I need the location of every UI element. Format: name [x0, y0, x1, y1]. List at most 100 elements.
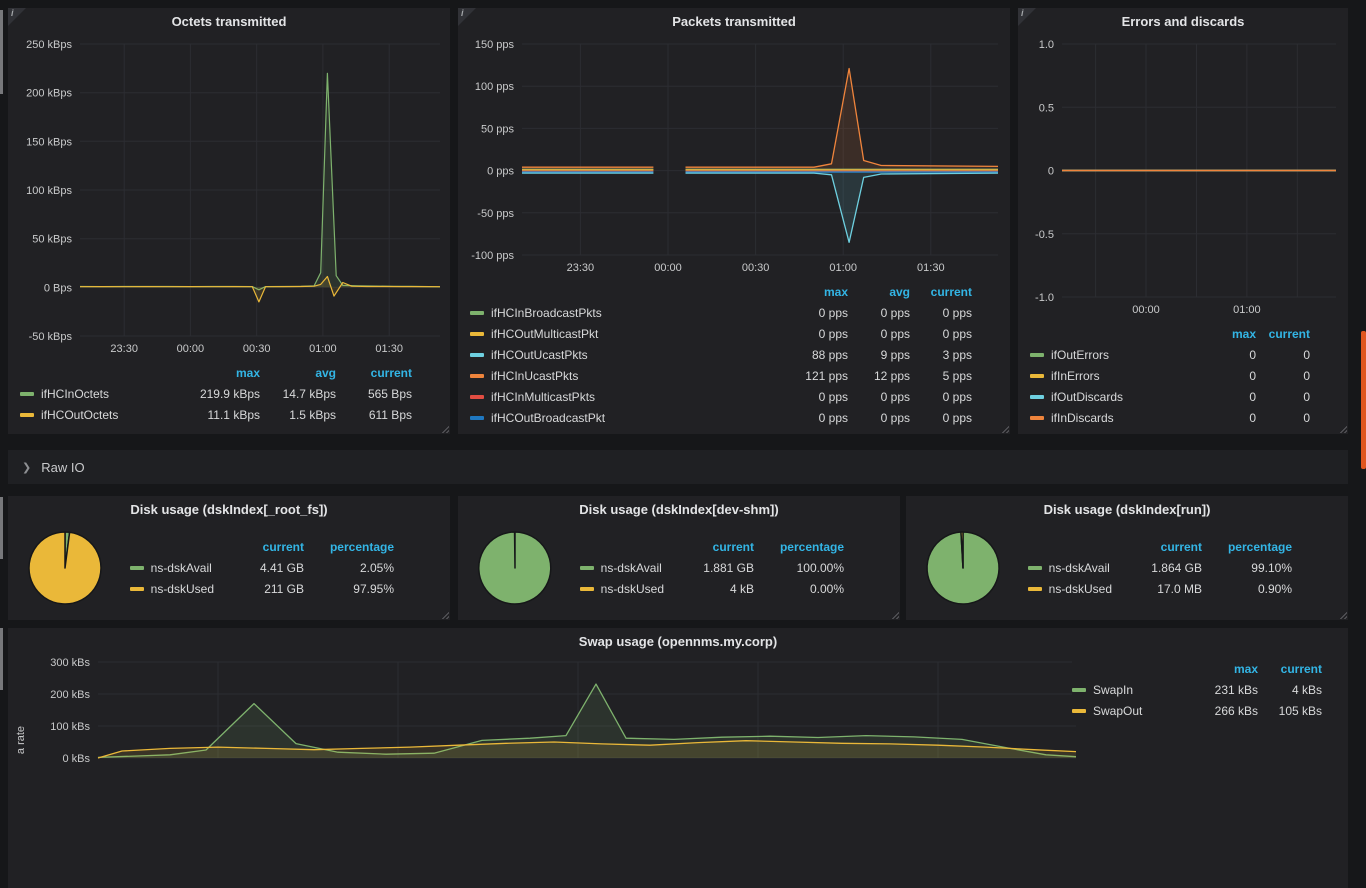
series-swatch[interactable] [1030, 352, 1044, 357]
legend-column-header[interactable]: percentage [329, 540, 394, 554]
series-label[interactable]: ns-dskUsed [579, 582, 664, 596]
legend-column-header[interactable]: current [370, 365, 412, 380]
series-label[interactable]: ifOutDiscards [1030, 390, 1202, 404]
legend-row[interactable]: ifHCInOctets 219.9 kBps 14.7 kBps 565 Bps [20, 383, 412, 404]
resize-handle[interactable] [1337, 423, 1347, 433]
legend-column-header[interactable]: current [262, 540, 304, 554]
series-swatch[interactable] [129, 587, 144, 591]
series-label[interactable]: ifHCInOctets [20, 387, 184, 401]
series-label[interactable]: ifHCInUcastPkts [470, 369, 786, 383]
series-name[interactable]: ifHCOutUcastPkts [491, 347, 588, 362]
legend-row[interactable]: ifInDiscards 0 0 [1030, 407, 1310, 428]
series-swatch[interactable] [470, 373, 484, 378]
series-name[interactable]: ns-dskAvail [150, 561, 212, 575]
series-swatch[interactable] [470, 415, 484, 420]
series-name[interactable]: ifHCOutMulticastPkt [491, 326, 599, 341]
series-name[interactable]: ifHCInBroadcastPkts [491, 305, 602, 320]
legend-row[interactable]: ns-dskAvail 1.881 GB 100.00% [579, 558, 844, 579]
disk-root-pie-chart[interactable] [27, 530, 103, 606]
series-name[interactable]: ifHCInMulticastPkts [491, 389, 596, 404]
legend-row[interactable]: ifHCOutMulticastPkt 0 pps 0 pps 0 pps [470, 323, 972, 344]
errors-chart[interactable]: 00:00 01:00 1.0 0.5 0 -0.5 -1.0 [1018, 34, 1348, 321]
resize-handle[interactable] [1337, 609, 1347, 619]
series-swatch[interactable] [470, 352, 484, 357]
legend-row[interactable]: ifOutDiscards 0 0 [1030, 386, 1310, 407]
series-label[interactable]: ifInDiscards [1030, 411, 1202, 425]
legend-row[interactable]: ns-dskUsed 4 kB 0.00% [579, 579, 844, 600]
series-label[interactable]: SwapIn [1072, 683, 1194, 697]
series-swatch[interactable] [470, 331, 484, 336]
resize-handle[interactable] [999, 423, 1009, 433]
series-name[interactable]: ifOutErrors [1051, 347, 1110, 362]
octets-chart[interactable]: 23:30 00:00 00:30 01:00 01:30 250 kBps 200 kBp… [8, 34, 450, 360]
row-drag-handle[interactable] [0, 497, 3, 559]
series-swatch[interactable] [1027, 587, 1042, 591]
resize-handle[interactable] [889, 609, 899, 619]
panel-title[interactable]: Disk usage (dskIndex[run]) [1043, 502, 1211, 517]
series-swatch[interactable] [1072, 708, 1086, 713]
series-swatch[interactable] [1072, 687, 1086, 692]
series-label[interactable]: ns-dskUsed [129, 582, 214, 596]
legend-column-header[interactable]: current [1268, 326, 1310, 341]
legend-column-header[interactable]: max [823, 284, 848, 299]
series-label[interactable]: ifHCOutOctets [20, 408, 184, 422]
series-name[interactable]: ifInErrors [1051, 368, 1100, 383]
legend-column-header[interactable]: percentage [779, 540, 844, 554]
series-swatch[interactable] [1030, 373, 1044, 378]
info-icon[interactable]: i [8, 8, 26, 26]
legend-row[interactable]: ifHCInBroadcastPkts 0 pps 0 pps 0 pps [470, 302, 972, 323]
series-label[interactable]: ns-dskUsed [1027, 582, 1112, 596]
series-name[interactable]: ifHCOutBroadcastPkt [491, 410, 606, 425]
series-label[interactable]: ns-dskAvail [579, 561, 664, 575]
series-name[interactable]: ns-dskUsed [600, 582, 664, 596]
panel-title[interactable]: Swap usage (opennms.my.corp) [578, 634, 778, 649]
legend-row[interactable]: ns-dskUsed 211 GB 97.95% [129, 579, 394, 600]
legend-row[interactable]: ifInErrors 0 0 [1030, 365, 1310, 386]
series-swatch[interactable] [1027, 566, 1042, 570]
series-name[interactable]: ifInDiscards [1051, 410, 1114, 425]
disk-run-pie-chart[interactable] [925, 530, 1001, 606]
packets-chart[interactable]: 23:30 00:00 00:30 01:00 01:30 150 pps 100 pps 5… [458, 34, 1010, 279]
series-label[interactable]: ifHCOutBroadcastPkt [470, 411, 786, 425]
series-label[interactable]: ns-dskAvail [129, 561, 214, 575]
series-name[interactable]: ifOutDiscards [1051, 389, 1124, 404]
legend-row[interactable]: ifOutErrors 0 0 [1030, 344, 1310, 365]
series-name[interactable]: ns-dskAvail [1048, 561, 1110, 575]
legend-row[interactable]: ifHCOutBroadcastPkt 0 pps 0 pps 0 pps [470, 407, 972, 428]
panel-title[interactable]: Errors and discards [1121, 14, 1245, 29]
legend-column-header[interactable]: max [235, 365, 260, 380]
series-swatch[interactable] [20, 412, 34, 417]
resize-handle[interactable] [439, 423, 449, 433]
raw-io-row[interactable]: ❯ Raw IO [8, 450, 1348, 484]
series-label[interactable]: ifHCInBroadcastPkts [470, 306, 786, 320]
resize-handle[interactable] [439, 609, 449, 619]
series-swatch[interactable] [129, 566, 144, 570]
legend-row[interactable]: SwapOut 266 kBs 105 kBs [1072, 700, 1322, 721]
legend-row[interactable]: ifHCInUcastPkts 121 pps 12 pps 5 pps [470, 365, 972, 386]
legend-row[interactable]: ifHCInMulticastPkts 0 pps 0 pps 0 pps [470, 386, 972, 407]
series-name[interactable]: ns-dskUsed [1048, 582, 1112, 596]
legend-row[interactable]: ifHCOutOctets 11.1 kBps 1.5 kBps 611 Bps [20, 404, 412, 425]
row-drag-handle[interactable] [0, 628, 3, 690]
series-label[interactable]: ifHCOutUcastPkts [470, 348, 786, 362]
legend-row[interactable]: ns-dskUsed 17.0 MB 0.90% [1027, 579, 1292, 600]
series-name[interactable]: ns-dskAvail [600, 561, 662, 575]
legend-column-header[interactable]: current [712, 540, 754, 554]
series-name[interactable]: ns-dskUsed [150, 582, 214, 596]
legend-column-header[interactable]: max [1231, 326, 1256, 341]
series-swatch[interactable] [470, 394, 484, 399]
series-swatch[interactable] [579, 587, 594, 591]
legend-column-header[interactable]: max [1233, 661, 1258, 676]
series-swatch[interactable] [1030, 394, 1044, 399]
series-label[interactable]: ifHCInMulticastPkts [470, 390, 786, 404]
series-swatch[interactable] [470, 310, 484, 315]
panel-title[interactable]: Disk usage (dskIndex[dev-shm]) [579, 502, 779, 517]
legend-row[interactable]: ns-dskAvail 4.41 GB 2.05% [129, 558, 394, 579]
legend-column-header[interactable]: avg [315, 365, 336, 380]
legend-column-header[interactable]: avg [889, 284, 910, 299]
panel-title[interactable]: Disk usage (dskIndex[_root_fs]) [130, 502, 328, 517]
swap-chart[interactable]: 300 kBs 200 kBs 100 kBs 0 kBs [8, 654, 1088, 804]
info-icon[interactable]: i [458, 8, 476, 26]
panel-title[interactable]: Octets transmitted [171, 14, 287, 29]
legend-row[interactable]: ifHCOutUcastPkts 88 pps 9 pps 3 pps [470, 344, 972, 365]
